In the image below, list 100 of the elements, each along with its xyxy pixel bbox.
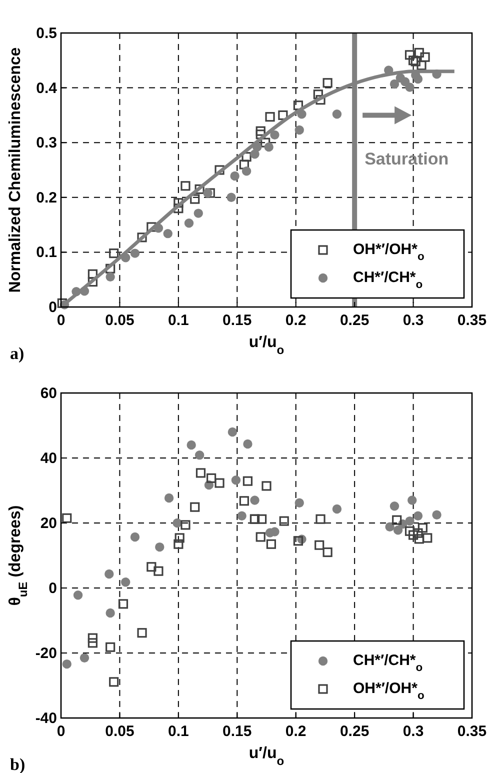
point bbox=[293, 536, 304, 546]
point bbox=[118, 599, 128, 609]
y-tick-label: 0.3 bbox=[36, 134, 57, 152]
x-tick-label: 0.2 bbox=[285, 312, 306, 329]
point bbox=[109, 248, 119, 258]
point bbox=[163, 228, 172, 238]
legend-label: CH*′/CH*$_{o}$ bbox=[353, 269, 423, 291]
point bbox=[413, 511, 423, 520]
point bbox=[414, 48, 424, 58]
point bbox=[203, 188, 212, 198]
point bbox=[422, 533, 432, 543]
point bbox=[228, 427, 238, 437]
point bbox=[104, 569, 114, 579]
point bbox=[214, 478, 224, 488]
point bbox=[194, 184, 204, 194]
point bbox=[266, 539, 276, 549]
point bbox=[322, 547, 332, 558]
point bbox=[226, 192, 236, 202]
x-tick-label: 0.1 bbox=[168, 312, 189, 329]
point bbox=[194, 208, 203, 218]
legend-label: OH*′/OH*$_{o}$ bbox=[353, 680, 424, 702]
point bbox=[405, 82, 414, 92]
point bbox=[155, 542, 164, 552]
point bbox=[256, 126, 266, 136]
point bbox=[242, 166, 252, 176]
point bbox=[73, 590, 83, 600]
point bbox=[180, 181, 190, 191]
point bbox=[146, 562, 156, 572]
point bbox=[62, 513, 72, 523]
point bbox=[130, 248, 140, 258]
y-tick-label: 20 bbox=[40, 515, 57, 532]
point bbox=[184, 218, 194, 228]
point bbox=[174, 533, 184, 543]
point bbox=[137, 628, 147, 638]
x-tick-label: 0.3 bbox=[402, 312, 424, 329]
point bbox=[408, 56, 418, 66]
point bbox=[265, 112, 275, 122]
point bbox=[88, 638, 98, 648]
point bbox=[250, 496, 260, 505]
x-tick-label: 0.2 bbox=[285, 723, 306, 740]
point bbox=[404, 50, 415, 60]
point bbox=[420, 52, 430, 62]
point bbox=[393, 526, 403, 535]
x-tick-label: 0.35 bbox=[457, 723, 487, 740]
point bbox=[214, 165, 224, 175]
x-tick-label: 0.05 bbox=[105, 723, 134, 740]
point bbox=[264, 142, 274, 152]
point bbox=[237, 511, 246, 520]
point bbox=[405, 516, 414, 526]
y-axis-title: Normalized Chemiluminescence bbox=[7, 47, 24, 293]
x-axis-title: u′/u$_{o}$ bbox=[248, 334, 284, 357]
point bbox=[418, 523, 428, 533]
point bbox=[390, 502, 400, 511]
y-tick-label: 0.5 bbox=[36, 25, 57, 42]
point bbox=[174, 539, 184, 549]
point bbox=[88, 633, 98, 643]
text: a) bbox=[10, 344, 24, 363]
point bbox=[154, 566, 164, 576]
point bbox=[414, 534, 424, 544]
point bbox=[242, 476, 253, 486]
x-tick-label: 0.3 bbox=[402, 723, 424, 740]
point bbox=[293, 100, 304, 110]
point bbox=[196, 468, 206, 478]
point bbox=[278, 110, 288, 120]
point bbox=[106, 264, 116, 274]
y-tick-label: 60 bbox=[40, 385, 57, 402]
legend-label: OH*′/OH*$_{o}$ bbox=[353, 241, 424, 263]
point bbox=[231, 476, 241, 485]
point bbox=[130, 532, 140, 542]
x-axis-title: u′/u$_{o}$ bbox=[248, 745, 284, 768]
y-tick-label: 0.4 bbox=[36, 80, 58, 97]
x-tick-label: 0.1 bbox=[168, 723, 189, 740]
point bbox=[88, 269, 98, 279]
legend-label: CH*′/CH*$_{o}$ bbox=[353, 652, 423, 674]
point bbox=[172, 518, 182, 528]
point bbox=[294, 498, 304, 508]
y-tick-label: 0 bbox=[48, 580, 57, 597]
point bbox=[314, 540, 324, 550]
point bbox=[190, 194, 200, 204]
point bbox=[279, 516, 289, 526]
point bbox=[106, 642, 116, 652]
y-tick-label: 0.2 bbox=[36, 189, 57, 206]
point bbox=[390, 79, 400, 89]
point bbox=[137, 232, 147, 242]
point bbox=[243, 439, 252, 449]
point bbox=[404, 526, 415, 536]
point bbox=[62, 659, 72, 669]
point bbox=[408, 530, 418, 540]
point bbox=[106, 272, 115, 282]
point bbox=[206, 473, 216, 483]
point bbox=[239, 160, 249, 170]
point bbox=[106, 608, 115, 618]
y-tick-label: 0 bbox=[48, 299, 57, 316]
point bbox=[180, 520, 190, 530]
point bbox=[270, 130, 280, 140]
x-tick-label: 0.15 bbox=[222, 723, 252, 740]
point bbox=[80, 653, 90, 662]
point bbox=[239, 496, 249, 506]
y-tick-label: 40 bbox=[40, 450, 57, 467]
point bbox=[392, 515, 402, 525]
